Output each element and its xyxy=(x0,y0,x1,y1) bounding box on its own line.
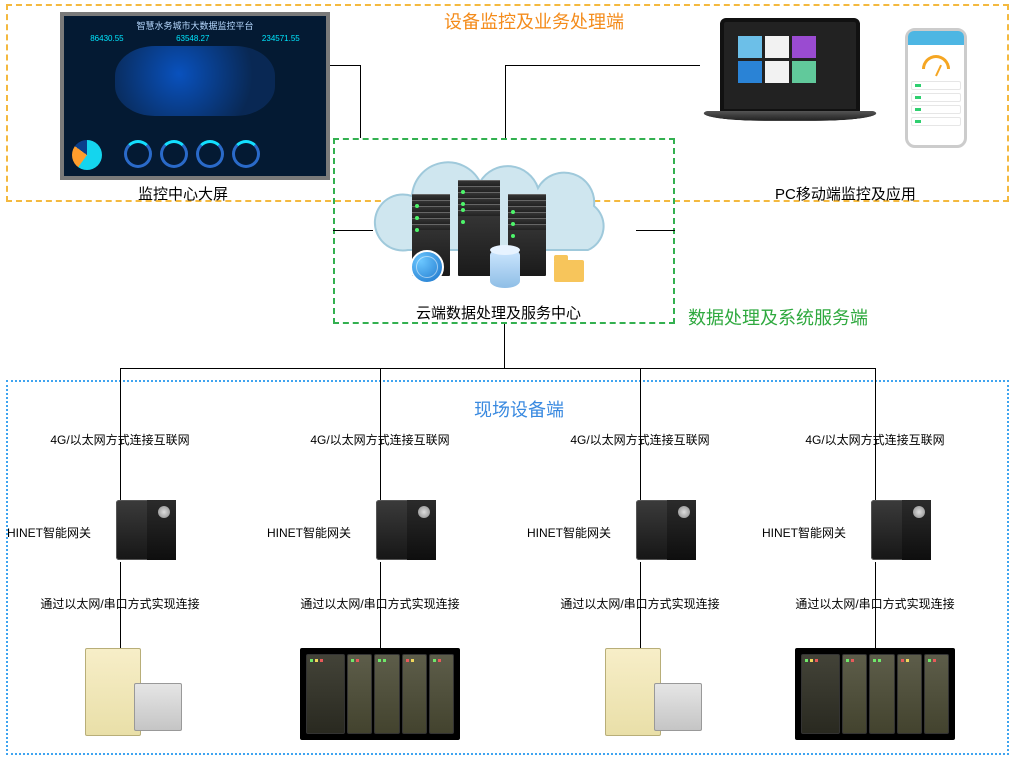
phone-topbar xyxy=(908,31,964,45)
globe-icon xyxy=(410,250,444,284)
phone-gauge-icon xyxy=(922,55,950,69)
laptop-icon xyxy=(700,18,880,168)
gateway-label: HINET智能网关 xyxy=(7,524,91,541)
dashboard-stats: 86430.55 63548.27 234571.55 xyxy=(64,34,326,43)
dashboard-caption: 监控中心大屏 xyxy=(138,183,228,204)
connector xyxy=(120,368,875,369)
field-plc xyxy=(300,648,460,740)
connector xyxy=(330,65,360,66)
field-cabinet xyxy=(605,648,661,736)
downlink-label: 通过以太网/串口方式实现连接 xyxy=(30,596,210,612)
dashboard-map xyxy=(115,46,275,116)
phone-list-item xyxy=(911,117,961,126)
downlink-label: 通过以太网/串口方式实现连接 xyxy=(550,596,730,612)
monitoring-dashboard: 智慧水务城市大数据监控平台 86430.55 63548.27 234571.5… xyxy=(60,12,330,180)
gateway-label: HINET智能网关 xyxy=(267,524,351,541)
uplink-label: 4G/以太网方式连接互联网 xyxy=(305,432,455,448)
uplink-label: 4G/以太网方式连接互联网 xyxy=(565,432,715,448)
dashboard-stat-3: 234571.55 xyxy=(262,34,300,43)
hinet-gateway xyxy=(376,500,436,560)
gateway-label: HINET智能网关 xyxy=(527,524,611,541)
dashboard-gauge-3 xyxy=(196,140,224,168)
field-tier-title: 现场设备端 xyxy=(470,396,568,422)
hinet-gateway xyxy=(116,500,176,560)
connector xyxy=(636,230,675,231)
cloud-caption: 云端数据处理及服务中心 xyxy=(416,302,581,323)
phone-icon xyxy=(905,28,967,148)
hinet-gateway xyxy=(636,500,696,560)
hinet-gateway xyxy=(871,500,931,560)
uplink-label: 4G/以太网方式连接互联网 xyxy=(45,432,195,448)
service-tier-title: 数据处理及系统服务端 xyxy=(684,304,872,330)
uplink-label: 4G/以太网方式连接互联网 xyxy=(800,432,950,448)
client-caption: PC移动端监控及应用 xyxy=(775,183,916,204)
connector xyxy=(505,65,506,138)
gateway-label: HINET智能网关 xyxy=(762,524,846,541)
phone-list xyxy=(908,79,964,131)
monitoring-tier-title: 设备监控及业务处理端 xyxy=(440,8,628,34)
connector xyxy=(505,65,700,66)
phone-list-item xyxy=(911,93,961,102)
connector xyxy=(360,65,361,138)
dashboard-gauge-2 xyxy=(160,140,188,168)
downlink-label: 通过以太网/串口方式实现连接 xyxy=(785,596,965,612)
dashboard-stat-2: 63548.27 xyxy=(176,34,209,43)
connector xyxy=(333,230,373,231)
field-plc xyxy=(795,648,955,740)
phone-list-item xyxy=(911,105,961,114)
dashboard-gauge-1 xyxy=(124,140,152,168)
connector xyxy=(504,324,505,368)
folder-icon xyxy=(554,260,584,282)
dashboard-gauge-4 xyxy=(232,140,260,168)
field-cabinet xyxy=(85,648,141,736)
database-icon xyxy=(490,248,520,288)
phone-gauge-area xyxy=(908,45,964,79)
dashboard-title: 智慧水务城市大数据监控平台 xyxy=(64,19,326,32)
dashboard-pie xyxy=(72,140,102,170)
downlink-label: 通过以太网/串口方式实现连接 xyxy=(290,596,470,612)
dashboard-stat-1: 86430.55 xyxy=(90,34,123,43)
phone-list-item xyxy=(911,81,961,90)
